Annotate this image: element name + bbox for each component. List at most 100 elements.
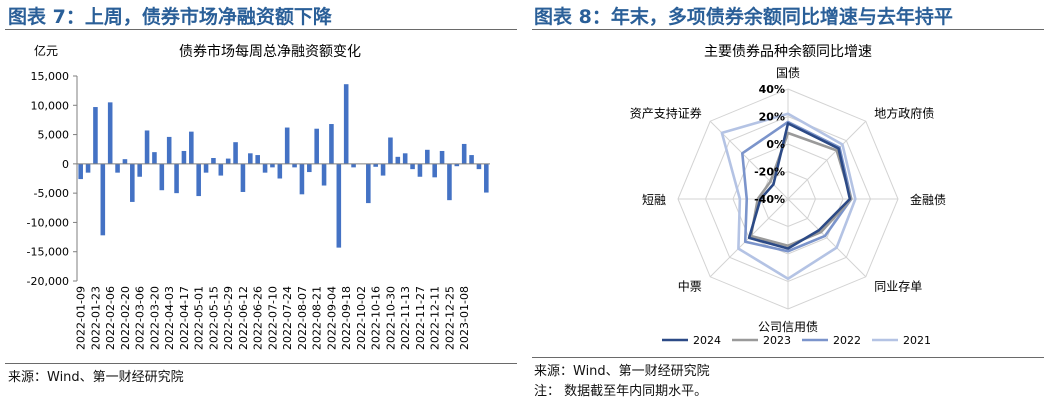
bar (284, 127, 290, 164)
y-tick-label: 15,000 (31, 70, 70, 83)
x-tick-label: 2022-12-25 (443, 286, 456, 350)
legend-label-2022: 2022 (833, 334, 861, 347)
x-tick-label: 2022-05-29 (222, 286, 235, 350)
radar-series-2024 (747, 122, 852, 250)
x-tick-label: 2022-09-04 (325, 286, 338, 350)
bar (93, 107, 98, 164)
bar (189, 131, 194, 164)
bar (211, 158, 216, 164)
x-tick-label: 2022-05-01 (193, 286, 206, 350)
legend-label-2023: 2023 (763, 334, 791, 347)
x-tick-label: 2022-03-20 (148, 286, 161, 350)
radar-tick-label: 20% (759, 111, 785, 124)
x-tick-label: 2022-01-23 (89, 286, 102, 350)
bar (447, 163, 452, 201)
bar (314, 128, 319, 164)
bar (329, 124, 334, 164)
x-tick-label: 2022-10-30 (384, 286, 397, 350)
bar (336, 163, 342, 248)
bar (461, 143, 467, 164)
x-tick-label: 2022-10-16 (370, 286, 383, 350)
x-tick-label: 2022-12-11 (429, 286, 442, 350)
bar (410, 163, 415, 170)
bar (469, 155, 474, 164)
y-axis-unit-label: 亿元 (34, 43, 58, 58)
radar-tick-label: 0% (766, 138, 785, 151)
legend-label-2021: 2021 (903, 334, 931, 347)
x-tick-label: 2022-10-02 (355, 286, 368, 350)
x-tick-label: 2022-11-27 (414, 286, 427, 350)
x-tick-label: 2022-05-15 (207, 286, 220, 350)
bar (277, 163, 283, 179)
bar (351, 163, 356, 168)
radar-category-label: 金融债 (910, 192, 946, 207)
bar (115, 163, 120, 173)
y-tick-label: 10,000 (31, 99, 70, 112)
bar (476, 163, 482, 170)
bar-chart: 债券市场每周总净融资额变化 亿元 -20,000 -15,000 -10,000 -5… (27, 43, 490, 350)
bar-chart-title: 债券市场每周总净融资额变化 (179, 43, 361, 60)
right-note: 注： 数据截至年内同期水平。 (534, 384, 708, 399)
bar (388, 137, 393, 164)
x-tick-label: 2022-06-26 (252, 286, 265, 350)
bar (425, 149, 430, 164)
bar (233, 142, 238, 164)
y-tick-label: 0 (62, 158, 69, 171)
radar-spoke (787, 120, 867, 200)
bar (380, 163, 386, 176)
radar-category-label: 国债 (776, 66, 800, 80)
right-source: 来源：Wind、第一财经研究院 (534, 364, 710, 379)
radar-category-label: 短融 (642, 193, 666, 207)
y-tick-label: -20,000 (27, 275, 69, 288)
left-figure-title: 图表 7：上周，债券市场净融资额下降 (8, 6, 332, 28)
x-tick-label: 2022-04-17 (178, 286, 191, 350)
right-source-rule (532, 357, 1044, 358)
bar (373, 163, 378, 167)
bar (292, 163, 297, 168)
bar (196, 163, 201, 197)
bar (299, 163, 305, 195)
y-tick-label: 5,000 (38, 129, 70, 142)
x-tick-label: 2023-01-08 (458, 286, 471, 350)
bar (262, 163, 268, 173)
x-tick-label: 2022-06-12 (237, 286, 250, 350)
radar-category-label: 公司信用债 (758, 320, 818, 334)
radar-chart-title: 主要债券品种余额同比增速 (704, 43, 872, 60)
radar-tick-label: -40% (754, 193, 785, 206)
bar (321, 163, 327, 186)
bar (248, 153, 253, 164)
bar (137, 163, 142, 177)
bar (432, 163, 437, 178)
left-title-rule (5, 29, 517, 30)
bar (174, 163, 179, 194)
bar (307, 163, 312, 173)
y-tick-label: -15,000 (27, 246, 69, 259)
bar (159, 163, 165, 191)
bar (144, 130, 150, 164)
bar (100, 163, 106, 236)
y-tick-label: -5,000 (34, 187, 69, 200)
bar (395, 156, 401, 164)
bar (166, 136, 172, 164)
radar-category-label: 中票 (678, 278, 702, 293)
x-tick-label: 2022-07-10 (266, 286, 279, 350)
x-tick-label: 2022-07-24 (281, 286, 294, 350)
bar (78, 163, 83, 180)
radar-series-2021 (720, 112, 857, 281)
x-tick-label: 2022-08-07 (296, 286, 309, 350)
radar-spoke (787, 198, 867, 278)
x-tick-label: 2022-02-20 (119, 286, 132, 350)
radar-category-label: 地方政府债 (874, 106, 934, 121)
bar (343, 84, 349, 164)
bar (122, 159, 128, 164)
bar (454, 163, 460, 167)
x-tick-label: 2022-04-03 (163, 286, 176, 350)
right-title-rule (532, 29, 1044, 30)
left-source-rule (5, 363, 517, 364)
radar-category-label: 资产支持证券 (630, 106, 702, 121)
right-figure-title: 图表 8：年末，多项债券余额同比增速与去年持平 (534, 6, 953, 28)
radar-tick-label: 40% (759, 83, 785, 96)
radar-chart: 主要债券品种余额同比增速 -40% -20% 0% 20% 40% 国债地方政府债金融债同… (630, 43, 946, 347)
x-tick-label: 2022-02-06 (104, 286, 117, 350)
bar (218, 163, 224, 176)
